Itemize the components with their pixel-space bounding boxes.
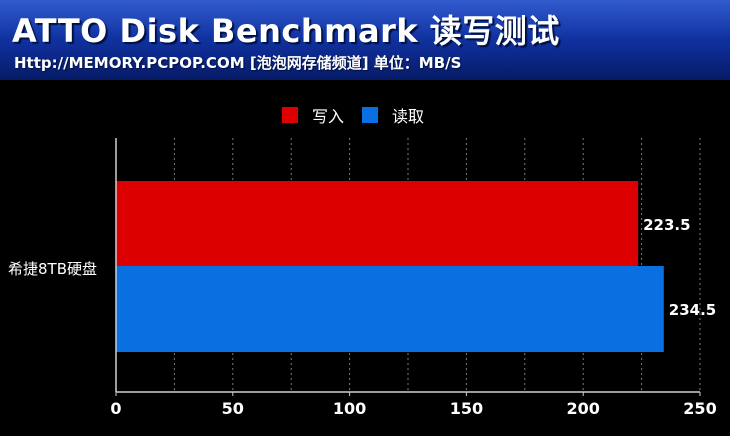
x-tick-label: 200 xyxy=(566,399,599,418)
data-label-write: 223.5 xyxy=(643,216,690,234)
legend-swatch-write xyxy=(282,107,298,123)
x-tick-label: 150 xyxy=(450,399,483,418)
legend-label-read: 读取 xyxy=(392,107,425,126)
x-tick-label: 0 xyxy=(110,399,121,418)
legend: 写入 读取 xyxy=(282,103,424,127)
chart-subtitle: Http://MEMORY.PCPOP.COM [泡泡网存储频道] 单位：MB/… xyxy=(14,54,462,72)
header-shine xyxy=(0,0,730,38)
bar-read xyxy=(116,266,664,352)
chart-title: ATTO Disk Benchmark 读写测试 xyxy=(12,12,560,50)
bar-write xyxy=(116,181,639,267)
legend-item-write: 写入 xyxy=(282,103,344,127)
data-label-read: 234.5 xyxy=(669,301,716,319)
x-tick-label: 50 xyxy=(222,399,244,418)
header-banner: ATTO Disk Benchmark 读写测试 Http://MEMORY.P… xyxy=(0,0,730,80)
category-label: 希捷8TB硬盘 xyxy=(8,260,97,278)
legend-label-write: 写入 xyxy=(312,107,345,126)
legend-swatch-read xyxy=(362,107,379,123)
x-tick-label: 250 xyxy=(683,399,716,418)
x-tick-label: 100 xyxy=(333,399,366,418)
legend-item-read: 读取 xyxy=(362,103,424,127)
